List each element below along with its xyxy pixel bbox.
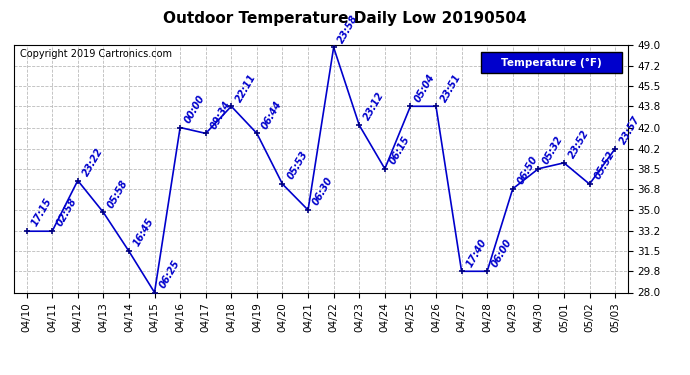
Text: 23:58: 23:58 [337, 13, 360, 45]
Text: 02:58: 02:58 [55, 197, 79, 228]
Text: 23:51: 23:51 [439, 72, 463, 104]
Text: 05:04: 05:04 [413, 72, 437, 104]
Text: 05:53: 05:53 [285, 150, 309, 181]
Text: 16:45: 16:45 [132, 217, 156, 249]
Text: 06:30: 06:30 [310, 176, 335, 207]
Text: 06:50: 06:50 [515, 154, 540, 186]
Text: 23:57: 23:57 [618, 114, 642, 146]
Text: 06:15: 06:15 [388, 134, 412, 166]
Text: 00:00: 00:00 [183, 93, 207, 125]
Text: 22:11: 22:11 [234, 72, 258, 104]
FancyBboxPatch shape [480, 53, 622, 74]
Text: 05:58: 05:58 [106, 178, 130, 210]
Text: 23:52: 23:52 [566, 128, 591, 160]
Text: 09:34: 09:34 [208, 99, 233, 130]
Text: 23:12: 23:12 [362, 91, 386, 122]
Text: 17:15: 17:15 [30, 197, 53, 228]
Text: 06:25: 06:25 [157, 258, 181, 290]
Text: 05:52: 05:52 [592, 150, 616, 181]
Text: 23:22: 23:22 [81, 146, 105, 178]
Text: Temperature (°F): Temperature (°F) [501, 58, 602, 68]
Text: 17:40: 17:40 [464, 237, 489, 268]
Text: Outdoor Temperature Daily Low 20190504: Outdoor Temperature Daily Low 20190504 [164, 11, 526, 26]
Text: 06:44: 06:44 [259, 99, 284, 130]
Text: Copyright 2019 Cartronics.com: Copyright 2019 Cartronics.com [20, 49, 172, 59]
Text: 06:00: 06:00 [490, 237, 514, 268]
Text: 05:32: 05:32 [541, 134, 565, 166]
